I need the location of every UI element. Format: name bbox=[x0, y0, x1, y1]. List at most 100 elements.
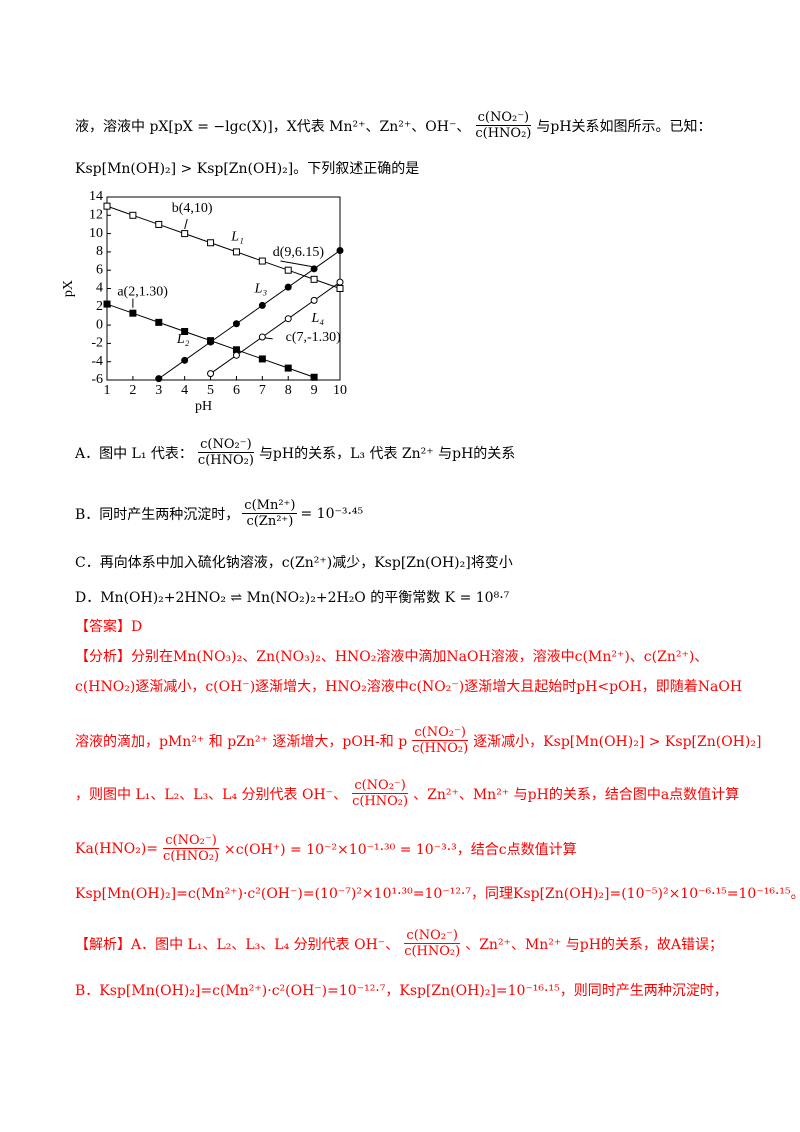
marker bbox=[181, 230, 189, 238]
denominator: c(HNO₂) bbox=[412, 741, 469, 756]
text-line: B．Ksp[Mn(OH)₂]=c(Mn²⁺)·c²(OH⁻)=10⁻¹²·⁷，K… bbox=[75, 980, 728, 1000]
annotation: b(4,10) bbox=[172, 201, 213, 216]
numerator: c(NO₂⁻) bbox=[352, 778, 408, 794]
marker bbox=[103, 300, 111, 308]
text-line: 溶液的滴加，pMn²⁺ 和 pZn²⁺ 逐渐增大，pOH-和 p c(NO₂⁻) c… bbox=[75, 725, 761, 756]
marker bbox=[258, 333, 266, 341]
marker bbox=[310, 275, 318, 283]
denominator: c(HNO₂) bbox=[404, 944, 461, 959]
marker bbox=[336, 278, 344, 286]
chart: 1 2 3 4 5 6 7 8 9 10-6-4-202468101214pHpXL₁L₂L₃L₄… bbox=[61, 189, 347, 414]
text-line: Ka(HNO₂)= c(NO₂⁻) c(HNO₂) ×c(OH⁺) = 10⁻²×10… bbox=[75, 833, 577, 864]
marker bbox=[232, 351, 240, 359]
marker bbox=[232, 320, 240, 328]
x-tick-label: 6 bbox=[233, 383, 240, 398]
text: 溶液的滴加，pMn²⁺ 和 pZn²⁺ 逐渐增大，pOH-和 p bbox=[75, 733, 408, 750]
denominator: c(HNO₂) bbox=[352, 794, 409, 809]
x-tick-label: 5 bbox=[207, 383, 214, 398]
y-tick-label: 12 bbox=[89, 208, 103, 223]
series-line bbox=[106, 205, 341, 289]
x-axis-label: pH bbox=[195, 399, 212, 414]
text: Ksp[Mn(OH)₂]=c(Mn²⁺)·c²(OH⁻)=(10⁻⁷)²×10¹… bbox=[75, 886, 800, 902]
numerator: c(NO₂⁻) bbox=[198, 437, 254, 453]
text-line: Ksp[Mn(OH)₂] > Ksp[Zn(OH)₂]。下列叙述正确的是 bbox=[75, 158, 419, 178]
text: 【解析】A．图中 L₁、L₂、L₃、L₄ 分别代表 OH⁻、 bbox=[75, 936, 400, 953]
text: C．再向体系中加入硫化钠溶液，c(Zn²⁺)减少，Ksp[Zn(OH)₂]将变小 bbox=[75, 555, 513, 571]
marker bbox=[336, 247, 344, 255]
y-tick-label: -4 bbox=[91, 354, 103, 369]
denominator: c(HNO₂) bbox=[197, 453, 254, 468]
line-label: L₁ bbox=[230, 229, 244, 244]
denominator: c(HNO₂) bbox=[163, 849, 220, 864]
text: 、Zn²⁺、Mn²⁺ 与pH的关系，故A错误； bbox=[465, 936, 724, 953]
marker bbox=[207, 239, 215, 247]
text: ×c(OH⁺) = 10⁻²×10⁻¹·³⁰ = 10⁻³·³，结合c点数值计算 bbox=[224, 841, 577, 858]
y-tick-label: 10 bbox=[89, 226, 103, 241]
marker bbox=[207, 370, 215, 378]
series-line bbox=[210, 281, 341, 375]
x-tick-label: 3 bbox=[155, 383, 162, 398]
annotation-arrow bbox=[184, 218, 188, 230]
text: 【分析】分别在Mn(NO₃)₂、Zn(NO₃)₂、HNO₂溶液中滴加NaOH溶液… bbox=[75, 649, 709, 665]
text: B．Ksp[Mn(OH)₂]=c(Mn²⁺)·c²(OH⁻)=10⁻¹²·⁷，K… bbox=[75, 983, 728, 999]
fraction: c(Mn²⁺) c(Zn²⁺) bbox=[242, 498, 298, 529]
text: 、Zn²⁺、Mn²⁺ 与pH的关系，结合图中a点数值计算 bbox=[413, 786, 740, 803]
fraction: c(NO₂⁻) c(HNO₂) bbox=[410, 725, 470, 756]
y-tick-label: 0 bbox=[96, 317, 103, 332]
marker bbox=[284, 283, 292, 291]
text: 【答案】D bbox=[75, 619, 143, 635]
marker bbox=[284, 266, 292, 274]
denominator: c(Zn²⁺) bbox=[246, 514, 294, 529]
text: ，则图中 L₁、L₂、L₃、L₄ 分别代表 OH⁻、 bbox=[75, 786, 348, 803]
numerator: c(NO₂⁻) bbox=[412, 725, 468, 741]
marker bbox=[336, 285, 344, 292]
numerator: c(NO₂⁻) bbox=[475, 110, 532, 126]
fraction: c(NO₂⁻) c(HNO₂) bbox=[473, 110, 533, 141]
line-label: L₄ bbox=[311, 311, 325, 326]
marker bbox=[310, 296, 318, 304]
marker bbox=[284, 364, 292, 372]
series-line bbox=[158, 250, 341, 380]
text: Ka(HNO₂)= bbox=[75, 840, 159, 857]
text: 逐渐减小，Ksp[Mn(OH)₂] > Ksp[Zn(OH)₂] bbox=[473, 733, 762, 750]
text-line: 【分析】分别在Mn(NO₃)₂、Zn(NO₃)₂、HNO₂溶液中滴加NaOH溶液… bbox=[75, 646, 708, 666]
y-tick-label: 2 bbox=[96, 299, 103, 314]
marker bbox=[155, 220, 163, 228]
x-tick-label: 1 bbox=[104, 383, 111, 398]
y-tick-label: 8 bbox=[96, 244, 103, 259]
text-line: C．再向体系中加入硫化钠溶液，c(Zn²⁺)减少，Ksp[Zn(OH)₂]将变小 bbox=[75, 552, 513, 572]
text: Ksp[Mn(OH)₂] > Ksp[Zn(OH)₂]。下列叙述正确的是 bbox=[75, 161, 420, 177]
fraction: c(NO₂⁻) c(HNO₂) bbox=[350, 778, 410, 809]
numerator: c(NO₂⁻) bbox=[163, 833, 219, 849]
marker bbox=[284, 315, 292, 323]
text: 与pH关系如图所示。已知： bbox=[536, 118, 712, 135]
x-tick-label: 8 bbox=[285, 383, 292, 398]
text-line: 【答案】D bbox=[75, 616, 142, 636]
text-line: B．同时产生两种沉淀时， c(Mn²⁺) c(Zn²⁺) = 10⁻³·⁴⁵ bbox=[75, 498, 363, 529]
text-line: c(HNO₂)逐渐减小，c(OH⁻)逐渐增大，HNO₂溶液中c(NO₂⁻)逐渐增… bbox=[75, 676, 742, 696]
x-tick-label: 2 bbox=[129, 383, 136, 398]
y-tick-label: 6 bbox=[96, 262, 103, 277]
annotation-arrow bbox=[280, 260, 312, 268]
text: D．Mn(OH)₂+2HNO₂ ⇌ Mn(NO₂)₂+2H₂O 的平衡常数 K … bbox=[75, 590, 510, 606]
numerator: c(NO₂⁻) bbox=[404, 928, 460, 944]
marker bbox=[103, 202, 111, 210]
text: 液，溶液中 pX[pX = −lgc(X)]，X代表 Mn²⁺、Zn²⁺、OH⁻… bbox=[75, 118, 471, 135]
text-line: 液，溶液中 pX[pX = −lgc(X)]，X代表 Mn²⁺、Zn²⁺、OH⁻… bbox=[75, 110, 712, 141]
text-line: 【解析】A．图中 L₁、L₂、L₃、L₄ 分别代表 OH⁻、 c(NO₂⁻) c(H… bbox=[75, 928, 723, 959]
fraction: c(NO₂⁻) c(HNO₂) bbox=[161, 833, 221, 864]
marker bbox=[258, 355, 266, 363]
marker bbox=[258, 257, 266, 265]
x-tick-label: 10 bbox=[333, 383, 347, 398]
y-axis-label: pX bbox=[61, 280, 76, 297]
marker bbox=[181, 328, 189, 336]
marker bbox=[232, 248, 240, 256]
marker bbox=[155, 318, 163, 326]
annotation: a(2,1.30) bbox=[117, 284, 168, 299]
numerator: c(Mn²⁺) bbox=[242, 498, 298, 514]
text-line: ，则图中 L₁、L₂、L₃、L₄ 分别代表 OH⁻、 c(NO₂⁻) c(HNO₂)… bbox=[75, 778, 739, 809]
fraction: c(NO₂⁻) c(HNO₂) bbox=[402, 928, 462, 959]
text-line: Ksp[Mn(OH)₂]=c(Mn²⁺)·c²(OH⁻)=(10⁻⁷)²×10¹… bbox=[75, 883, 800, 903]
text: B．同时产生两种沉淀时， bbox=[75, 506, 240, 523]
